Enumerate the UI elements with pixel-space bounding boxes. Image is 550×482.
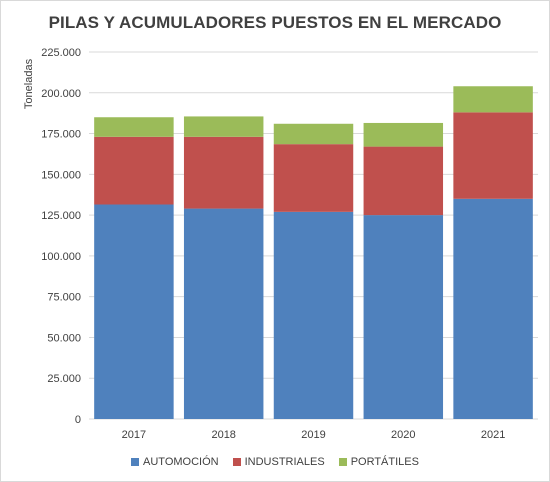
bar-segment-industriales-2019 <box>273 144 354 212</box>
bar-segment-automoción-2020 <box>363 215 444 419</box>
legend: AUTOMOCIÓN INDUSTRIALES PORTÁTILES <box>1 456 549 468</box>
bar-segment-automoción-2021 <box>453 198 533 419</box>
bar-segment-automoción-2017 <box>94 204 174 419</box>
legend-label: AUTOMOCIÓN <box>143 456 219 468</box>
x-tick-label: 2019 <box>301 429 325 441</box>
bar-segment-portátiles-2020 <box>363 122 444 147</box>
x-tick-label: 2021 <box>481 429 505 441</box>
bar-segment-portátiles-2017 <box>94 117 174 137</box>
y-axis-label: Toneladas <box>23 58 35 109</box>
bar-segment-industriales-2020 <box>363 146 444 216</box>
y-tick-label: 175.000 <box>41 129 81 141</box>
bar-segment-industriales-2017 <box>94 136 174 205</box>
bar-segment-portátiles-2019 <box>273 123 354 145</box>
legend-swatch <box>131 458 140 466</box>
legend-item: AUTOMOCIÓN <box>131 456 219 468</box>
y-tick-label: 225.000 <box>41 47 81 59</box>
y-tick-label: 100.000 <box>41 251 81 263</box>
bar-segment-portátiles-2018 <box>183 116 264 137</box>
y-tick-label: 0 <box>75 414 81 426</box>
x-tick-label: 2017 <box>122 429 146 441</box>
y-tick-label: 50.000 <box>47 332 81 344</box>
y-tick-label: 150.000 <box>41 169 81 181</box>
y-tick-label: 200.000 <box>41 88 81 100</box>
legend-item: INDUSTRIALES <box>232 456 325 468</box>
x-tick-label: 2020 <box>391 429 415 441</box>
bar-segment-automoción-2018 <box>183 208 264 419</box>
y-tick-label: 125.000 <box>41 210 81 222</box>
bar-segment-industriales-2021 <box>453 112 533 199</box>
legend-item: PORTÁTILES <box>338 456 419 468</box>
bar-segment-automoción-2019 <box>273 211 354 419</box>
legend-swatch <box>338 458 347 466</box>
legend-swatch <box>232 458 241 466</box>
y-tick-label: 75.000 <box>47 292 81 304</box>
y-tick-label: 25.000 <box>47 373 81 385</box>
bar-segment-industriales-2018 <box>183 136 264 209</box>
legend-label: INDUSTRIALES <box>244 456 325 468</box>
x-tick-label: 2018 <box>211 429 235 441</box>
chart-title: PILAS Y ACUMULADORES PUESTOS EN EL MERCA… <box>48 13 502 32</box>
bar-segment-portátiles-2021 <box>453 86 533 113</box>
legend-label: PORTÁTILES <box>350 456 419 468</box>
